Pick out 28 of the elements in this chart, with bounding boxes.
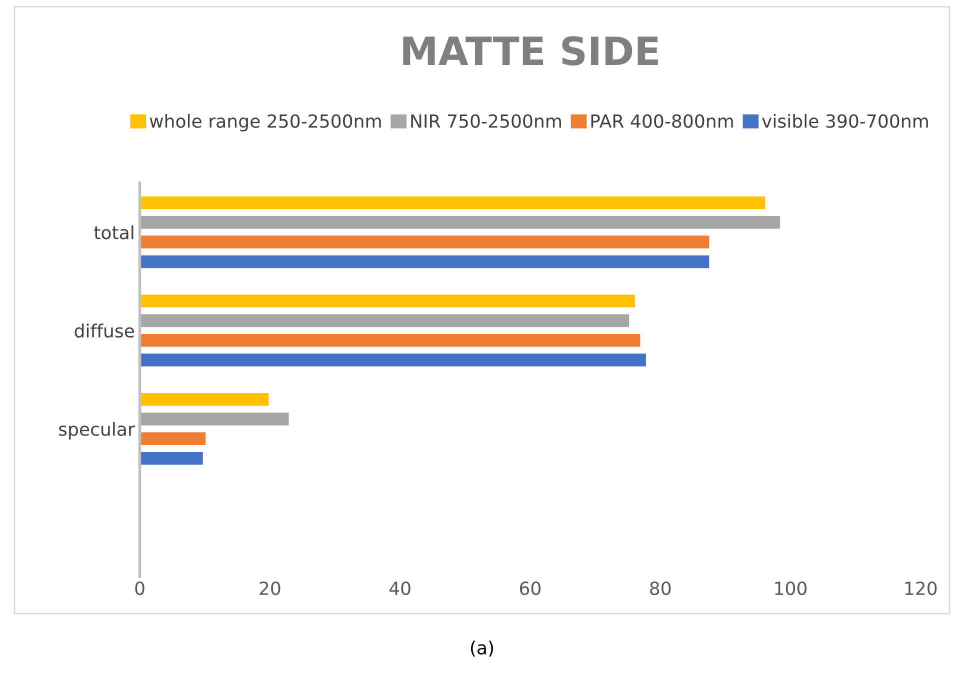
x-tick-label: 60 — [520, 581, 540, 596]
legend-label: visible 390-700nm — [762, 114, 928, 128]
x-tick-label: 100 — [775, 581, 807, 596]
bar — [140, 314, 630, 328]
x-tick-label: 20 — [260, 581, 280, 596]
bar — [140, 392, 269, 406]
bar — [140, 432, 206, 446]
bar — [140, 236, 710, 248]
x-tick-label: 0 — [135, 581, 144, 596]
bar — [140, 452, 203, 465]
bar — [140, 216, 780, 229]
x-tick-label: 120 — [905, 581, 937, 596]
x-tick-label: 80 — [650, 581, 671, 596]
bar — [140, 294, 635, 308]
legend-label: NIR 750-2500nm — [411, 114, 561, 128]
bar — [140, 334, 640, 347]
legend-label: PAR 400-800nm — [591, 114, 733, 128]
y-tick-label: diffuse — [74, 324, 134, 338]
y-tick-label: specular — [59, 422, 135, 440]
legend-label: whole range 250-2500nm — [150, 114, 381, 132]
chart-title: MATTE SIDE — [403, 36, 658, 66]
y-tick-label: total — [94, 225, 134, 240]
text: (a) — [470, 640, 494, 657]
bar — [140, 196, 766, 210]
bar — [140, 412, 289, 426]
x-tick-label: 40 — [389, 581, 410, 596]
bar — [140, 255, 710, 268]
bar — [140, 354, 646, 366]
